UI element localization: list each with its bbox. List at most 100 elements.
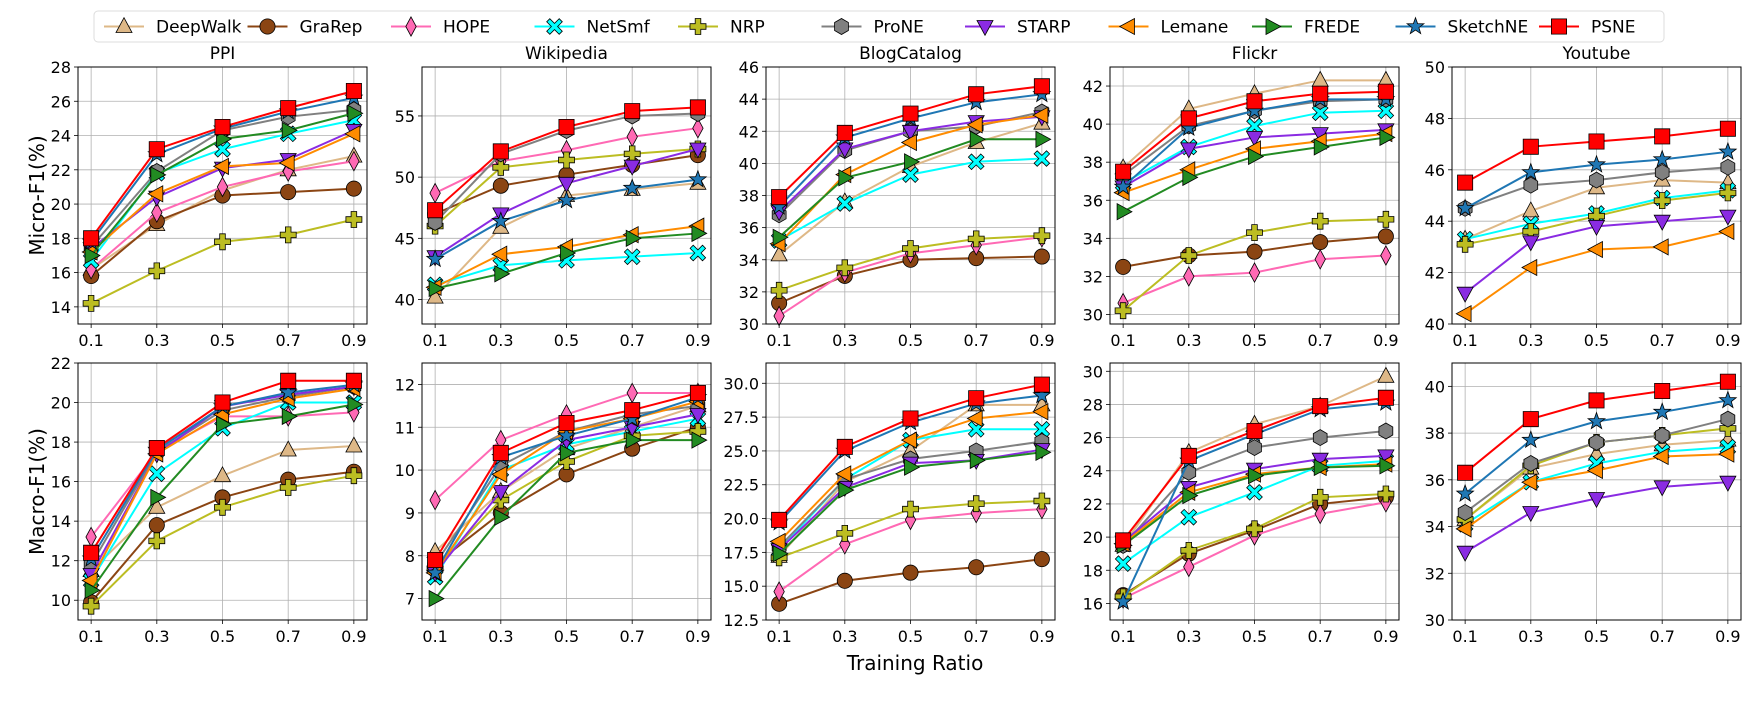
data-point xyxy=(689,142,707,159)
data-point xyxy=(1183,265,1195,287)
series-lemane xyxy=(81,125,361,261)
x-tick-label: 0.3 xyxy=(1518,331,1543,350)
y-tick-label: 48 xyxy=(1425,109,1445,128)
x-tick-label: 0.7 xyxy=(275,331,300,350)
legend-marker xyxy=(259,18,276,35)
data-point xyxy=(83,544,100,561)
x-tick-label: 0.7 xyxy=(1307,627,1332,646)
data-point xyxy=(82,295,100,312)
data-point xyxy=(626,382,638,404)
data-point xyxy=(491,465,508,484)
y-tick-label: 28 xyxy=(51,58,71,77)
data-point xyxy=(1653,192,1671,209)
y-tick-label: 38 xyxy=(1083,153,1103,172)
y-tick-label: 40 xyxy=(1425,315,1445,334)
y-tick-label: 30 xyxy=(739,315,759,334)
legend-label: SketchNE xyxy=(1448,18,1529,38)
data-point xyxy=(1247,439,1262,457)
data-point xyxy=(900,431,917,449)
legend-marker xyxy=(689,18,707,35)
y-tick-label: 18 xyxy=(51,229,71,248)
data-point xyxy=(1457,174,1474,191)
y-tick-label: 45 xyxy=(395,229,415,248)
series-psne xyxy=(1115,83,1394,180)
data-point xyxy=(213,466,232,483)
data-point xyxy=(1311,70,1329,87)
legend-entry: Lemane xyxy=(1108,18,1228,38)
data-point xyxy=(1654,383,1671,399)
data-point xyxy=(1652,149,1672,168)
data-point xyxy=(688,169,708,188)
series-hope xyxy=(85,150,360,280)
y-tick-label: 32 xyxy=(1083,267,1103,286)
data-point xyxy=(214,394,231,411)
legend-marker xyxy=(976,20,994,37)
series-psne xyxy=(1115,389,1394,549)
data-point xyxy=(836,195,854,212)
data-point xyxy=(558,119,575,135)
data-point xyxy=(428,279,445,298)
data-point xyxy=(148,497,166,514)
y-tick-label: 32 xyxy=(739,283,759,302)
series-sketchne xyxy=(1455,141,1738,217)
y-tick-label: 44 xyxy=(739,90,759,109)
data-point xyxy=(1312,85,1329,102)
data-point xyxy=(1718,141,1738,160)
data-point xyxy=(902,105,919,122)
subplot-title: Youtube xyxy=(1562,44,1631,64)
data-point xyxy=(1035,130,1052,148)
y-axis-label: Macro-F1(%) xyxy=(25,428,49,555)
data-point xyxy=(1183,556,1195,578)
legend-label: DeepWalk xyxy=(156,18,242,38)
y-tick-label: 18 xyxy=(1083,561,1103,580)
data-point xyxy=(491,211,511,230)
data-point xyxy=(967,153,985,171)
data-point xyxy=(1522,201,1540,218)
data-point xyxy=(902,564,919,581)
data-point xyxy=(1182,486,1199,505)
y-tick-label: 16 xyxy=(51,264,71,283)
legend-marker xyxy=(1405,16,1426,35)
x-tick-label: 0.9 xyxy=(341,331,366,350)
data-point xyxy=(838,481,855,499)
x-tick-label: 0.3 xyxy=(1176,331,1201,350)
data-point xyxy=(1180,447,1197,464)
data-point xyxy=(429,489,441,511)
y-axis-label: Micro-F1(%) xyxy=(25,135,49,255)
data-point xyxy=(1652,447,1669,466)
data-point xyxy=(1586,461,1603,480)
data-point xyxy=(1521,430,1541,449)
data-point xyxy=(150,488,167,507)
data-point xyxy=(771,189,788,206)
data-point xyxy=(560,244,577,262)
plot-frame xyxy=(77,66,368,325)
data-point xyxy=(427,202,444,219)
x-tick-label: 0.5 xyxy=(1584,627,1609,646)
x-tick-label: 0.5 xyxy=(210,627,235,646)
series-psne xyxy=(771,376,1050,528)
series-psne xyxy=(427,99,706,219)
data-point xyxy=(623,248,641,266)
y-tick-label: 40 xyxy=(395,291,415,310)
data-point xyxy=(1314,248,1326,270)
y-tick-label: 40 xyxy=(1083,115,1103,134)
legend-entry: STARP xyxy=(965,18,1071,38)
y-tick-label: 15.0 xyxy=(723,577,759,596)
data-point xyxy=(279,440,297,457)
data-point xyxy=(625,229,642,247)
data-point xyxy=(1718,445,1735,463)
legend-marker xyxy=(1265,17,1282,36)
data-point xyxy=(1589,171,1604,189)
data-point xyxy=(150,166,167,184)
data-point xyxy=(345,467,363,485)
data-point xyxy=(84,246,101,265)
x-tick-label: 0.1 xyxy=(78,331,103,350)
data-point xyxy=(770,281,788,299)
y-tick-label: 24 xyxy=(1083,462,1103,481)
y-tick-label: 34 xyxy=(739,251,759,270)
data-point xyxy=(1033,78,1050,95)
data-point xyxy=(492,485,510,502)
x-tick-label: 0.3 xyxy=(144,331,169,350)
data-point xyxy=(1314,503,1326,525)
